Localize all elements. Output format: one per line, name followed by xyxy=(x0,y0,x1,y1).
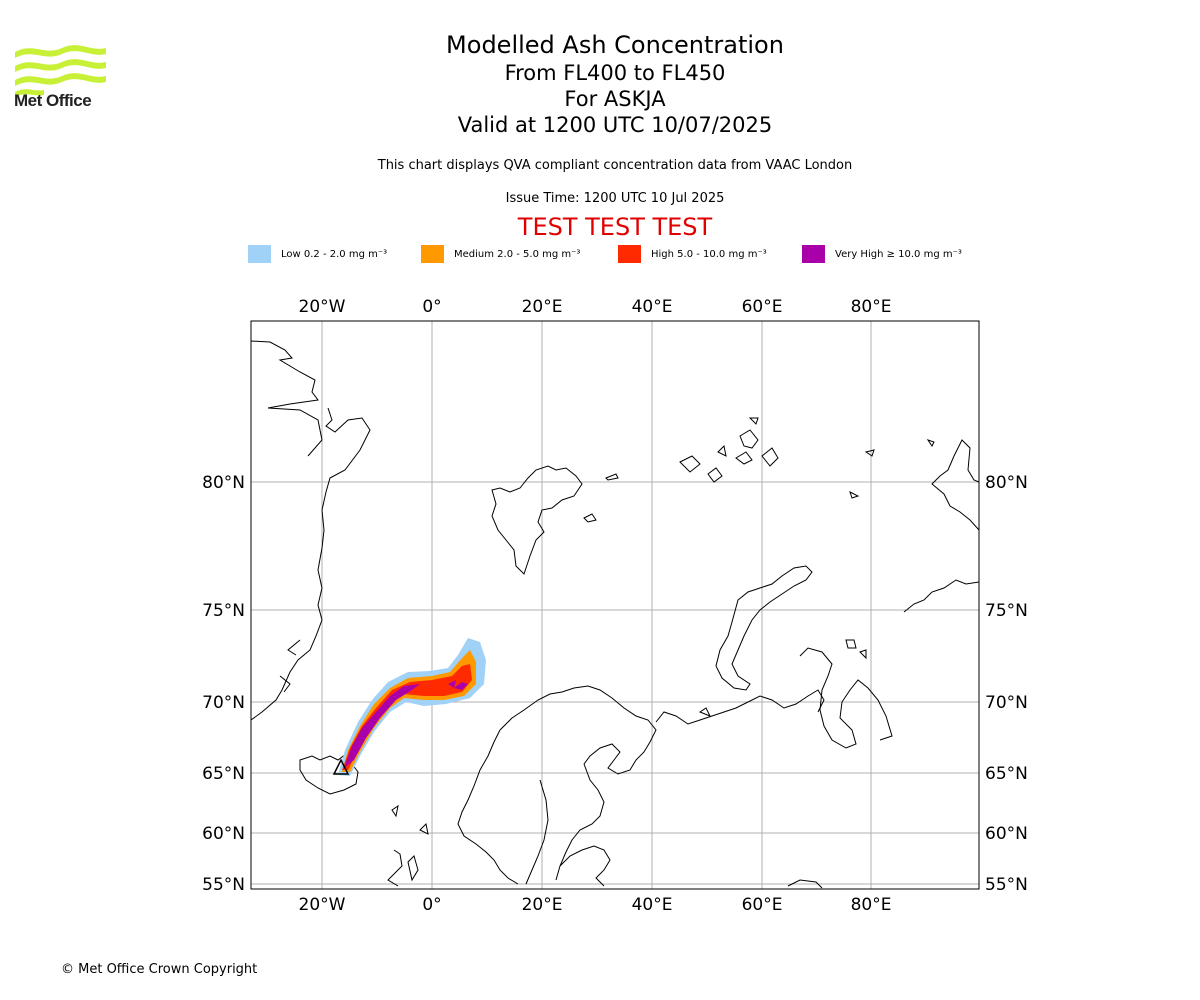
lon-tick-top-40e: 40°E xyxy=(632,297,673,317)
lat-tick-right-65n: 65°N xyxy=(985,764,1028,784)
map-border xyxy=(251,321,979,889)
lon-tick-bottom-20e: 20°E xyxy=(522,895,563,915)
lon-tick-top-20e: 20°E xyxy=(522,297,563,317)
ash-plume xyxy=(338,638,486,776)
lon-tick-top-0: 0° xyxy=(422,297,441,317)
lat-tick-right-60n: 60°N xyxy=(985,824,1028,844)
lon-tick-bottom-60e: 60°E xyxy=(742,895,783,915)
lon-tick-top-60e: 60°E xyxy=(742,297,783,317)
copyright-notice: © Met Office Crown Copyright xyxy=(61,962,257,977)
lat-tick-left-80n: 80°N xyxy=(202,473,245,493)
lon-tick-top-80e: 80°E xyxy=(851,297,892,317)
map-gridlines xyxy=(251,321,979,889)
coastlines xyxy=(251,341,979,888)
lon-tick-top-20w: 20°W xyxy=(299,297,346,317)
lat-tick-left-65n: 65°N xyxy=(202,764,245,784)
lat-tick-left-70n: 70°N xyxy=(202,693,245,713)
lon-tick-bottom-80e: 80°E xyxy=(851,895,892,915)
left-latitude-labels: 80°N 75°N 70°N 65°N 60°N 55°N xyxy=(202,473,245,895)
right-latitude-labels: 80°N 75°N 70°N 65°N 60°N 55°N xyxy=(985,473,1028,895)
lat-tick-left-55n: 55°N xyxy=(202,875,245,895)
lon-tick-bottom-40e: 40°E xyxy=(632,895,673,915)
lat-tick-right-55n: 55°N xyxy=(985,875,1028,895)
lat-tick-left-60n: 60°N xyxy=(202,824,245,844)
lat-tick-right-70n: 70°N xyxy=(985,693,1028,713)
lon-tick-bottom-0: 0° xyxy=(422,895,441,915)
bottom-longitude-labels: 20°W 0° 20°E 40°E 60°E 80°E xyxy=(299,895,892,915)
lat-tick-right-75n: 75°N xyxy=(985,601,1028,621)
lat-tick-left-75n: 75°N xyxy=(202,601,245,621)
top-longitude-labels: 20°W 0° 20°E 40°E 60°E 80°E xyxy=(299,297,892,317)
lat-tick-right-80n: 80°N xyxy=(985,473,1028,493)
lon-tick-bottom-20w: 20°W xyxy=(299,895,346,915)
